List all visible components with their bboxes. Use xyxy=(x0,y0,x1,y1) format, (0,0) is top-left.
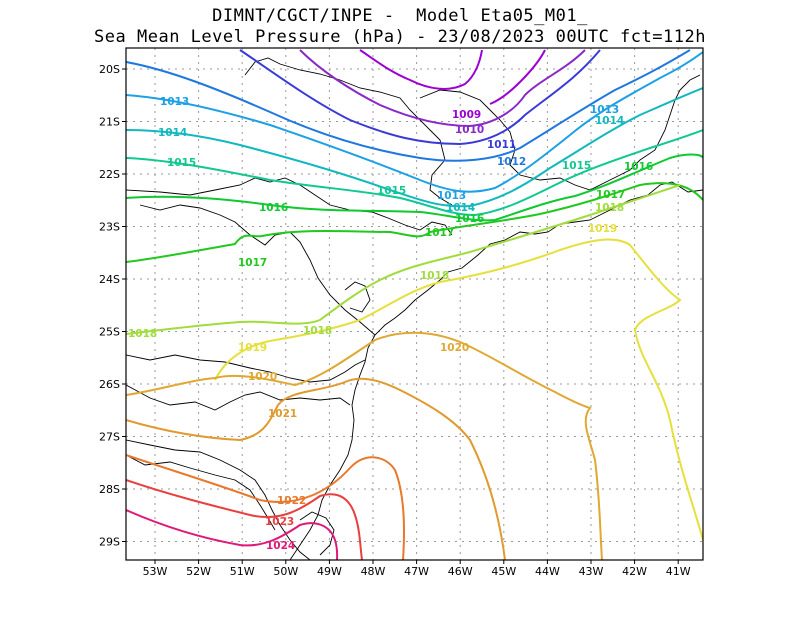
isobar-1024 xyxy=(126,509,339,560)
label-1009: 1009 xyxy=(452,109,481,121)
lat-label: 26S xyxy=(99,378,120,391)
label-1017: 1017 xyxy=(596,189,625,201)
isobar-1009 xyxy=(359,49,483,90)
label-1018: 1018 xyxy=(128,328,157,340)
label-1016: 1016 xyxy=(259,202,288,214)
isobar-1010 xyxy=(299,49,586,128)
isobar-1011 xyxy=(239,49,601,146)
label-1017: 1017 xyxy=(238,257,267,269)
label-1013: 1013 xyxy=(437,190,466,202)
lat-label: 21S xyxy=(99,116,120,129)
lat-label: 24S xyxy=(99,273,120,286)
label-1012: 1012 xyxy=(497,156,526,168)
lon-label: 50W xyxy=(273,565,298,578)
label-1018: 1018 xyxy=(420,270,449,282)
state-border xyxy=(126,177,453,236)
label-1020: 1020 xyxy=(440,342,469,354)
lat-label: 20S xyxy=(99,63,120,76)
latitude-labels: 20S 21S 22S 23S 24S 25S 26S 27S 28S 29S xyxy=(99,63,120,549)
state-border xyxy=(419,74,701,191)
map-title-line1: DIMNT/CGCT/INPE - Model Eta05_M01_ xyxy=(212,6,588,26)
label-1021: 1021 xyxy=(268,408,297,420)
lon-label: 46W xyxy=(448,565,473,578)
longitude-labels: 53W 52W 51W 50W 49W 48W 47W 46W 45W 44W 43W 42W 41W xyxy=(143,565,691,578)
label-1016: 1016 xyxy=(624,161,653,173)
state-border xyxy=(126,384,351,411)
lon-label: 49W xyxy=(317,565,342,578)
label-1011: 1011 xyxy=(487,139,516,151)
label-1015: 1015 xyxy=(167,157,196,169)
lon-label: 51W xyxy=(230,565,255,578)
isobar-lines xyxy=(126,49,703,560)
label-1015: 1015 xyxy=(377,185,406,197)
label-1010: 1010 xyxy=(455,124,484,136)
label-1018: 1018 xyxy=(595,202,624,214)
isobar-1016 xyxy=(126,153,703,222)
label-1023: 1023 xyxy=(265,516,294,528)
state-border xyxy=(244,57,453,206)
map-title-line2: Sea Mean Level Pressure (hPa) - 23/08/20… xyxy=(94,27,706,47)
label-1014: 1014 xyxy=(446,202,475,214)
country-border xyxy=(126,454,276,531)
lat-label: 25S xyxy=(99,326,120,339)
lat-label: 22S xyxy=(99,168,120,181)
label-1019: 1019 xyxy=(588,223,617,235)
lon-label: 48W xyxy=(361,565,386,578)
isobar-1015 xyxy=(126,129,703,217)
label-1013: 1013 xyxy=(160,96,189,108)
label-1015: 1015 xyxy=(562,160,591,172)
state-border xyxy=(139,204,376,336)
label-1016: 1016 xyxy=(455,213,484,225)
isobar-1013 xyxy=(126,51,703,193)
isobar-1018 xyxy=(126,184,681,335)
label-1014: 1014 xyxy=(158,127,187,139)
lon-label: 52W xyxy=(186,565,211,578)
lat-label: 29S xyxy=(99,536,120,549)
label-1022: 1022 xyxy=(277,495,306,507)
plot-frame xyxy=(125,47,704,561)
isobar-1019 xyxy=(214,238,703,541)
isobar-1012 xyxy=(126,49,691,162)
lat-label: 28S xyxy=(99,483,120,496)
isobar-labels: 1009 1010 1011 1012 1013 1013 1013 1014 … xyxy=(128,96,653,552)
coastline-borders xyxy=(126,57,703,560)
isobar-1017 xyxy=(126,182,703,263)
graticule xyxy=(126,48,703,560)
isobar-1021 xyxy=(126,377,506,560)
lat-label: 23S xyxy=(99,221,120,234)
state-border xyxy=(126,354,366,383)
lat-label: 27S xyxy=(99,431,120,444)
isobar-1022 xyxy=(126,454,406,560)
lon-label: 45W xyxy=(491,565,516,578)
lagoon xyxy=(344,281,371,313)
isobar-1023 xyxy=(126,479,363,560)
label-1024: 1024 xyxy=(266,540,295,552)
lon-label: 42W xyxy=(622,565,647,578)
label-1014: 1014 xyxy=(595,115,624,127)
country-border xyxy=(126,439,311,560)
lon-label: 41W xyxy=(666,565,691,578)
label-1019: 1019 xyxy=(238,342,267,354)
lon-label: 47W xyxy=(404,565,429,578)
lon-label: 53W xyxy=(143,565,168,578)
isobar-1009 xyxy=(489,49,546,105)
axis-ticks xyxy=(122,68,679,564)
label-1017: 1017 xyxy=(425,227,454,239)
lon-label: 44W xyxy=(535,565,560,578)
label-1018: 1018 xyxy=(303,325,332,337)
lagoon xyxy=(299,511,335,556)
isobar-1020 xyxy=(126,331,603,560)
isobar-1014 xyxy=(126,87,703,208)
label-1013: 1013 xyxy=(590,104,619,116)
lon-label: 43W xyxy=(579,565,604,578)
label-1020: 1020 xyxy=(248,371,277,383)
coastline xyxy=(289,181,703,560)
